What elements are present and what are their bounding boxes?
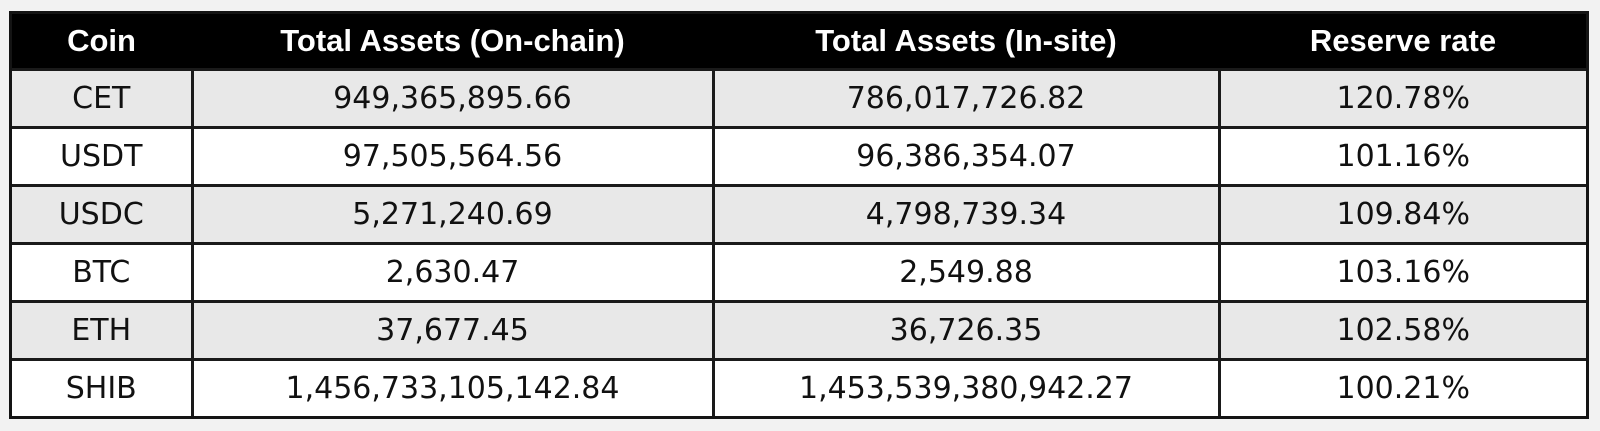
cell-on-chain: 1,456,733,105,142.84: [190, 358, 713, 416]
cell-on-chain: 949,365,895.66: [190, 68, 713, 128]
table-row: ETH 37,677.45 36,726.35 102.58%: [12, 300, 1586, 360]
cell-coin: CET: [12, 68, 192, 128]
table-row: USDC 5,271,240.69 4,798,739.34 109.84%: [12, 184, 1586, 244]
cell-in-site: 4,798,739.34: [711, 184, 1219, 244]
cell-reserve-rate: 120.78%: [1217, 68, 1586, 128]
cell-coin: USDT: [12, 126, 192, 186]
cell-coin: USDC: [12, 184, 192, 244]
cell-in-site: 96,386,354.07: [711, 126, 1219, 186]
cell-coin: ETH: [12, 300, 192, 360]
header-coin: Coin: [12, 14, 192, 70]
table-row: BTC 2,630.47 2,549.88 103.16%: [12, 242, 1586, 302]
cell-on-chain: 2,630.47: [190, 242, 713, 302]
header-total-assets-in-site: Total Assets (In-site): [712, 14, 1219, 70]
table-row: USDT 97,505,564.56 96,386,354.07 101.16%: [12, 126, 1586, 186]
cell-on-chain: 37,677.45: [190, 300, 713, 360]
table-row: SHIB 1,456,733,105,142.84 1,453,539,380,…: [12, 358, 1586, 416]
table-row: CET 949,365,895.66 786,017,726.82 120.78…: [12, 68, 1586, 128]
cell-reserve-rate: 102.58%: [1217, 300, 1586, 360]
cell-in-site: 786,017,726.82: [711, 68, 1219, 128]
cell-coin: SHIB: [12, 358, 192, 416]
header-row: Coin Total Assets (On-chain) Total Asset…: [12, 14, 1586, 70]
reserve-table-frame: Coin Total Assets (On-chain) Total Asset…: [9, 11, 1589, 419]
cell-in-site: 2,549.88: [711, 242, 1219, 302]
cell-coin: BTC: [12, 242, 192, 302]
cell-reserve-rate: 103.16%: [1217, 242, 1586, 302]
reserve-table: Coin Total Assets (On-chain) Total Asset…: [12, 14, 1586, 416]
cell-on-chain: 97,505,564.56: [190, 126, 713, 186]
cell-reserve-rate: 109.84%: [1217, 184, 1586, 244]
cell-in-site: 36,726.35: [711, 300, 1219, 360]
cell-on-chain: 5,271,240.69: [190, 184, 713, 244]
cell-in-site: 1,453,539,380,942.27: [711, 358, 1219, 416]
cell-reserve-rate: 100.21%: [1217, 358, 1586, 416]
header-reserve-rate: Reserve rate: [1218, 14, 1586, 70]
header-total-assets-on-chain: Total Assets (On-chain): [191, 14, 713, 70]
cell-reserve-rate: 101.16%: [1217, 126, 1586, 186]
